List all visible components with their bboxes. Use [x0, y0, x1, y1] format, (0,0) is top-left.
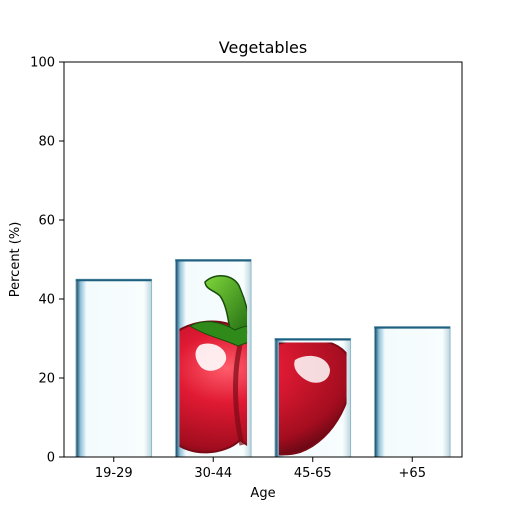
y-tick-label: 20 [38, 372, 55, 387]
x-tick-label: 45-65 [294, 466, 332, 481]
y-tick-label: 0 [47, 451, 55, 466]
y-tick-label: 100 [30, 56, 55, 71]
pepper-lobe-shadow [233, 344, 245, 446]
chart-title: Vegetables [219, 38, 307, 57]
y-axis: 0 20 40 60 80 100 [30, 56, 64, 466]
y-tick-label: 80 [38, 135, 55, 150]
pepper-highlight [195, 343, 227, 371]
y-axis-title: Percent (%) [8, 222, 23, 298]
x-tick-label: 19-29 [95, 466, 133, 481]
x-axis: 19-29 30-44 45-65 +65 [95, 457, 426, 481]
bar-+65 [373, 326, 451, 458]
y-tick-label: 60 [38, 214, 55, 229]
bar-19-29 [75, 278, 153, 458]
x-tick-label: +65 [399, 466, 426, 481]
bars-layer [75, 259, 451, 458]
x-axis-title: Age [250, 486, 275, 501]
plot-frame [63, 61, 463, 458]
y-tick-label: 40 [38, 293, 55, 308]
x-tick-label: 30-44 [194, 466, 232, 481]
pepper-highlight [294, 355, 330, 383]
